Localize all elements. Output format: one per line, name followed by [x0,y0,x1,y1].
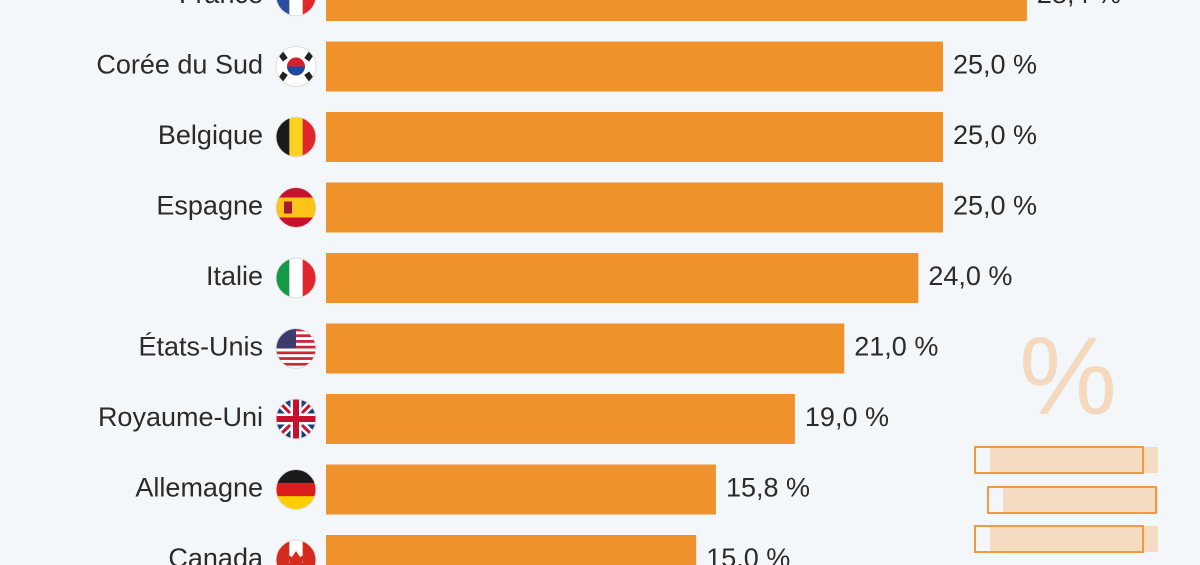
value-label: 19,0 % [805,402,889,432]
flag-taeguk [287,66,305,76]
bar [326,112,943,162]
bar [326,323,845,374]
flag-stripe [276,482,316,497]
flag [276,258,316,298]
flag-outline [275,187,317,228]
flag-stripe [276,258,290,298]
flag [276,469,316,510]
category-label: États-Unis [138,332,263,362]
flag-outline [275,398,317,440]
category-label: Belgique [158,120,263,150]
category-label: Royaume-Uni [98,402,263,432]
flag-stripe [276,496,316,510]
flag-stripe [276,469,316,484]
icon-bar-outline [974,525,1144,553]
value-label: 24,0 % [928,261,1012,291]
flag-stripe [276,359,316,363]
flag [276,187,316,228]
value-label: 25,0 % [953,50,1037,80]
percent-symbol: % [1019,315,1117,438]
flag [276,117,316,157]
icon-bar-outline [974,446,1144,474]
category-label: Italie [206,261,263,291]
flag-stripe [276,197,316,218]
value-label: 15,8 % [726,473,810,503]
flag-outline [275,116,317,158]
bar [326,464,716,515]
bar [326,0,1027,21]
flag-stripe [276,351,316,355]
value-label: 28,4 % [1037,0,1121,9]
flag-outline [275,257,317,299]
flag-stripe [289,117,304,157]
icon-bar [990,447,1158,473]
bar [326,41,943,92]
flag-stripe [289,258,304,298]
flag-stripe [276,348,316,352]
flag-stripe [302,117,316,157]
icon-bar [990,526,1158,552]
flag-stripe [276,217,316,228]
flag-stripe [302,258,316,298]
bar [326,182,943,233]
flag-outline [275,0,317,17]
icon-bar [1003,487,1158,513]
flag-stripe [289,0,304,16]
flag-outline [275,539,317,565]
flag-stripe [276,117,290,157]
percent-icon: % [974,315,1158,553]
category-label: France [179,0,263,9]
flag-stripe [276,187,316,198]
flag-outline [275,328,317,369]
value-label: 25,0 % [953,120,1037,150]
category-label: Corée du Sud [96,50,263,80]
flag [276,46,316,87]
icon-bar-outline [987,486,1157,514]
bar [326,253,919,303]
value-label: 15,0 % [706,543,790,565]
category-label: Canada [168,543,264,565]
flag-outline [275,469,317,510]
flag [276,328,316,369]
bar [326,535,697,565]
category-label: Allemagne [135,473,263,503]
flag [276,399,316,439]
flag-taeguk [287,57,305,67]
flag-leaf [287,551,305,565]
category-label: Espagne [156,191,263,221]
flag-cross [276,399,316,439]
flag-stripe [276,362,316,367]
bar [326,394,795,444]
value-label: 21,0 % [854,332,938,362]
value-label: 25,0 % [953,191,1037,221]
flag-stripe [276,365,316,369]
flag-stripe [276,357,316,361]
flag-outline [275,46,317,87]
flag-emblem [284,201,292,214]
flag-stripe [276,354,316,358]
